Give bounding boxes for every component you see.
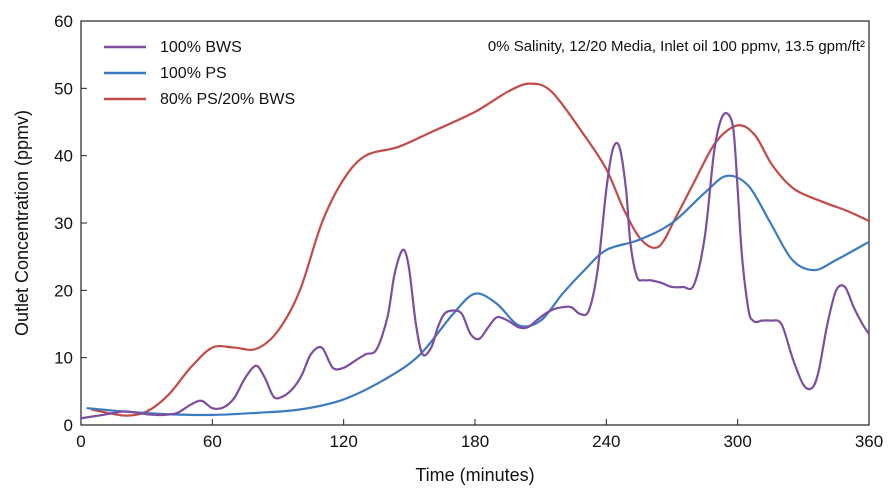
x-tick-label: 120 bbox=[329, 432, 357, 451]
legend: 100% BWS 100% PS 80% PS/20% BWS bbox=[104, 39, 295, 108]
series-line-0 bbox=[79, 111, 871, 420]
x-axis-title: Time (minutes) bbox=[415, 465, 534, 485]
x-tick-label: 180 bbox=[461, 432, 489, 451]
series-line-1 bbox=[86, 174, 871, 417]
x-tick-label: 360 bbox=[855, 432, 883, 451]
y-tick-label: 60 bbox=[54, 12, 73, 31]
series-line-2 bbox=[90, 82, 871, 417]
x-tick-label: 60 bbox=[203, 432, 222, 451]
x-tick-label: 0 bbox=[76, 432, 85, 451]
legend-label: 80% PS/20% BWS bbox=[160, 91, 295, 108]
y-tick-label: 0 bbox=[64, 416, 73, 435]
chart-annotation: 0% Salinity, 12/20 Media, Inlet oil 100 … bbox=[488, 38, 865, 55]
axis-tick-labels: 0 60 120 180 240 300 360 0 10 20 30 40 50 60 bbox=[54, 12, 883, 451]
y-tick-label: 50 bbox=[54, 79, 73, 98]
y-axis-title: Outlet Concentration (ppmv) bbox=[12, 110, 32, 336]
y-tick-label: 20 bbox=[54, 281, 73, 300]
x-tick-label: 300 bbox=[723, 432, 751, 451]
series-lines bbox=[79, 82, 871, 420]
y-tick-label: 10 bbox=[54, 349, 73, 368]
axis-ticks bbox=[80, 20, 870, 426]
legend-label: 100% PS bbox=[160, 65, 227, 82]
legend-label: 100% BWS bbox=[160, 39, 242, 56]
y-tick-label: 30 bbox=[54, 214, 73, 233]
y-tick-label: 40 bbox=[54, 147, 73, 166]
x-tick-label: 240 bbox=[592, 432, 620, 451]
